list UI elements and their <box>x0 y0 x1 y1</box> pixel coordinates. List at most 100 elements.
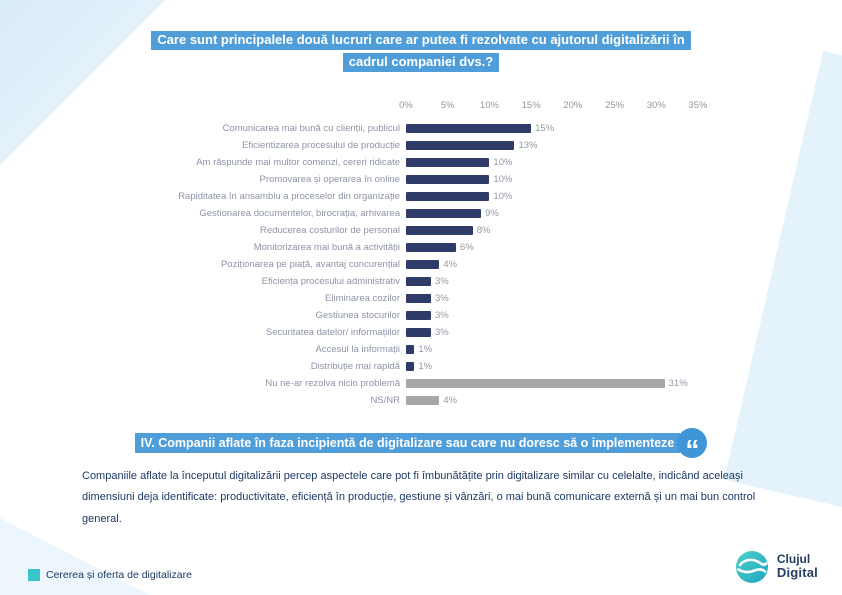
logo-text-line2: Digital <box>776 565 818 581</box>
quote-icon: “ <box>677 428 708 459</box>
value-label: 13% <box>518 140 538 151</box>
bar-cell: 3% <box>406 273 698 290</box>
title-line-2: cadrul companiei dvs.? <box>342 52 500 72</box>
category-label: Am răspunde mai multor comenzi, cereri r… <box>196 157 400 168</box>
bar <box>406 158 490 167</box>
title-line-1: Care sunt principalele două lucruri care… <box>151 31 691 50</box>
axis-tick: 5% <box>440 100 455 111</box>
value-label: 10% <box>493 191 513 202</box>
category-label: Eliminarea cozilor <box>325 293 400 304</box>
section-heading: IV. Companii aflate în faza incipientă d… <box>134 433 681 453</box>
axis-tick: 25% <box>605 100 625 111</box>
category-label: Gestionarea documentelor, birocrația, ar… <box>199 208 400 219</box>
axis-tick: 0% <box>399 100 413 111</box>
chart-row: Gestionarea documentelor, birocrația, ar… <box>74 205 698 222</box>
bar-cell: 10% <box>406 154 698 171</box>
value-label: 4% <box>443 259 458 270</box>
bar <box>406 362 415 371</box>
chart-row: Comunicarea mai bună cu clienții, public… <box>74 120 698 137</box>
quote-glyph: “ <box>685 434 700 459</box>
chart-row: Rapiditatea în ansamblu a proceselor din… <box>74 188 698 205</box>
chart-row: Poziționarea pe piață, avantaj concurenț… <box>74 256 698 273</box>
chart-row: Gestiunea stocurilor 3% <box>74 307 698 324</box>
chart-row: Accesul la informații 1% <box>74 341 698 358</box>
axis-tick: 30% <box>646 100 666 111</box>
category-label: Comunicarea mai bună cu clienții, public… <box>222 123 400 134</box>
axis-tick: 35% <box>688 100 708 111</box>
value-label: 8% <box>476 225 491 236</box>
chart-row: Eficiența procesului administrativ 3% <box>74 273 698 290</box>
bar <box>406 226 473 235</box>
category-label: Rapiditatea în ansamblu a proceselor din… <box>178 191 400 202</box>
value-label: 4% <box>443 395 458 406</box>
bar-cell: 10% <box>406 188 698 205</box>
x-axis: 0% 5% 10% 15% 20% 25% 30% 35% <box>399 96 707 120</box>
footer-label: Cererea și oferta de digitalizare <box>46 569 192 581</box>
value-label: 9% <box>485 208 499 219</box>
chart-row: Securitatea datelor/ informațiilor 3% <box>74 324 698 341</box>
value-label: 3% <box>435 293 449 304</box>
bar-cell: 1% <box>406 358 698 375</box>
bar <box>406 192 490 201</box>
chart-row: Monitorizarea mai bună a activității 6% <box>74 239 698 256</box>
category-label: Poziționarea pe piață, avantaj concurenț… <box>220 259 400 270</box>
bar-cell: 31% <box>406 375 698 392</box>
value-label: 6% <box>460 242 474 253</box>
page-title: Care sunt principalele două lucruri care… <box>0 31 842 75</box>
chart-row: Nu ne-ar rezolva nicio problemă 31% <box>74 375 698 392</box>
bar <box>406 328 432 337</box>
chart-row: NS/NR 4% <box>74 392 698 409</box>
footer-bullet-square <box>28 569 40 581</box>
bar-cell: 4% <box>406 256 698 273</box>
x-axis-row: 0% 5% 10% 15% 20% 25% 30% 35% <box>74 96 707 120</box>
category-label: Monitorizarea mai bună a activității <box>253 242 400 253</box>
footer: Cererea și oferta de digitalizare <box>28 569 192 581</box>
category-label: Promovarea și operarea în online <box>259 174 400 185</box>
bar <box>406 396 440 405</box>
category-label: Securitatea datelor/ informațiilor <box>265 327 400 338</box>
bar-cell: 4% <box>406 392 698 409</box>
bar <box>406 345 415 354</box>
bar <box>406 141 515 150</box>
bar <box>406 175 490 184</box>
category-label: Nu ne-ar rezolva nicio problemă <box>265 378 400 389</box>
axis-tick: 15% <box>521 100 541 111</box>
bar <box>406 379 665 388</box>
axis-spacer <box>74 96 400 120</box>
category-label: NS/NR <box>370 395 400 406</box>
logo-text: Clujul Digital <box>776 552 818 581</box>
chart-rows: Comunicarea mai bună cu clienții, public… <box>74 120 698 409</box>
axis-tick: 10% <box>479 100 499 111</box>
bar <box>406 311 432 320</box>
value-label: 15% <box>535 123 555 134</box>
bar-cell: 15% <box>406 120 698 137</box>
category-label: Reducerea costurilor de personal <box>260 225 400 236</box>
clujul-digital-logo: Clujul Digital <box>734 549 818 585</box>
logo-wave-icon <box>735 551 768 583</box>
chart-row: Promovarea și operarea în online 10% <box>74 171 698 188</box>
chart-row: Am răspunde mai multor comenzi, cereri r… <box>74 154 698 171</box>
bar-chart: 0% 5% 10% 15% 20% 25% 30% 35% Comunicarea mai b… <box>74 96 707 409</box>
category-label: Distribuție mai rapidă <box>310 361 400 372</box>
bar-cell: 8% <box>406 222 698 239</box>
value-label: 1% <box>418 344 433 355</box>
value-label: 31% <box>668 378 688 389</box>
chart-row: Eliminarea cozilor 3% <box>74 290 698 307</box>
section-heading-row: IV. Companii aflate în faza incipientă d… <box>0 428 842 458</box>
bar <box>406 124 532 133</box>
value-label: 1% <box>418 361 433 372</box>
value-label: 10% <box>493 174 513 185</box>
bar-cell: 10% <box>406 171 698 188</box>
bar-cell: 9% <box>406 205 698 222</box>
logo-text-line1: Clujul <box>776 552 811 567</box>
chart-row: Distribuție mai rapidă 1% <box>74 358 698 375</box>
bar-cell: 1% <box>406 341 698 358</box>
category-label: Eficiența procesului administrativ <box>261 276 400 287</box>
chart-row: Eficientizarea procesului de producție 13… <box>74 137 698 154</box>
value-label: 10% <box>493 157 513 168</box>
value-label: 3% <box>435 310 449 321</box>
category-label: Gestiunea stocurilor <box>315 310 400 321</box>
value-label: 3% <box>435 327 449 338</box>
bar-cell: 3% <box>406 290 698 307</box>
